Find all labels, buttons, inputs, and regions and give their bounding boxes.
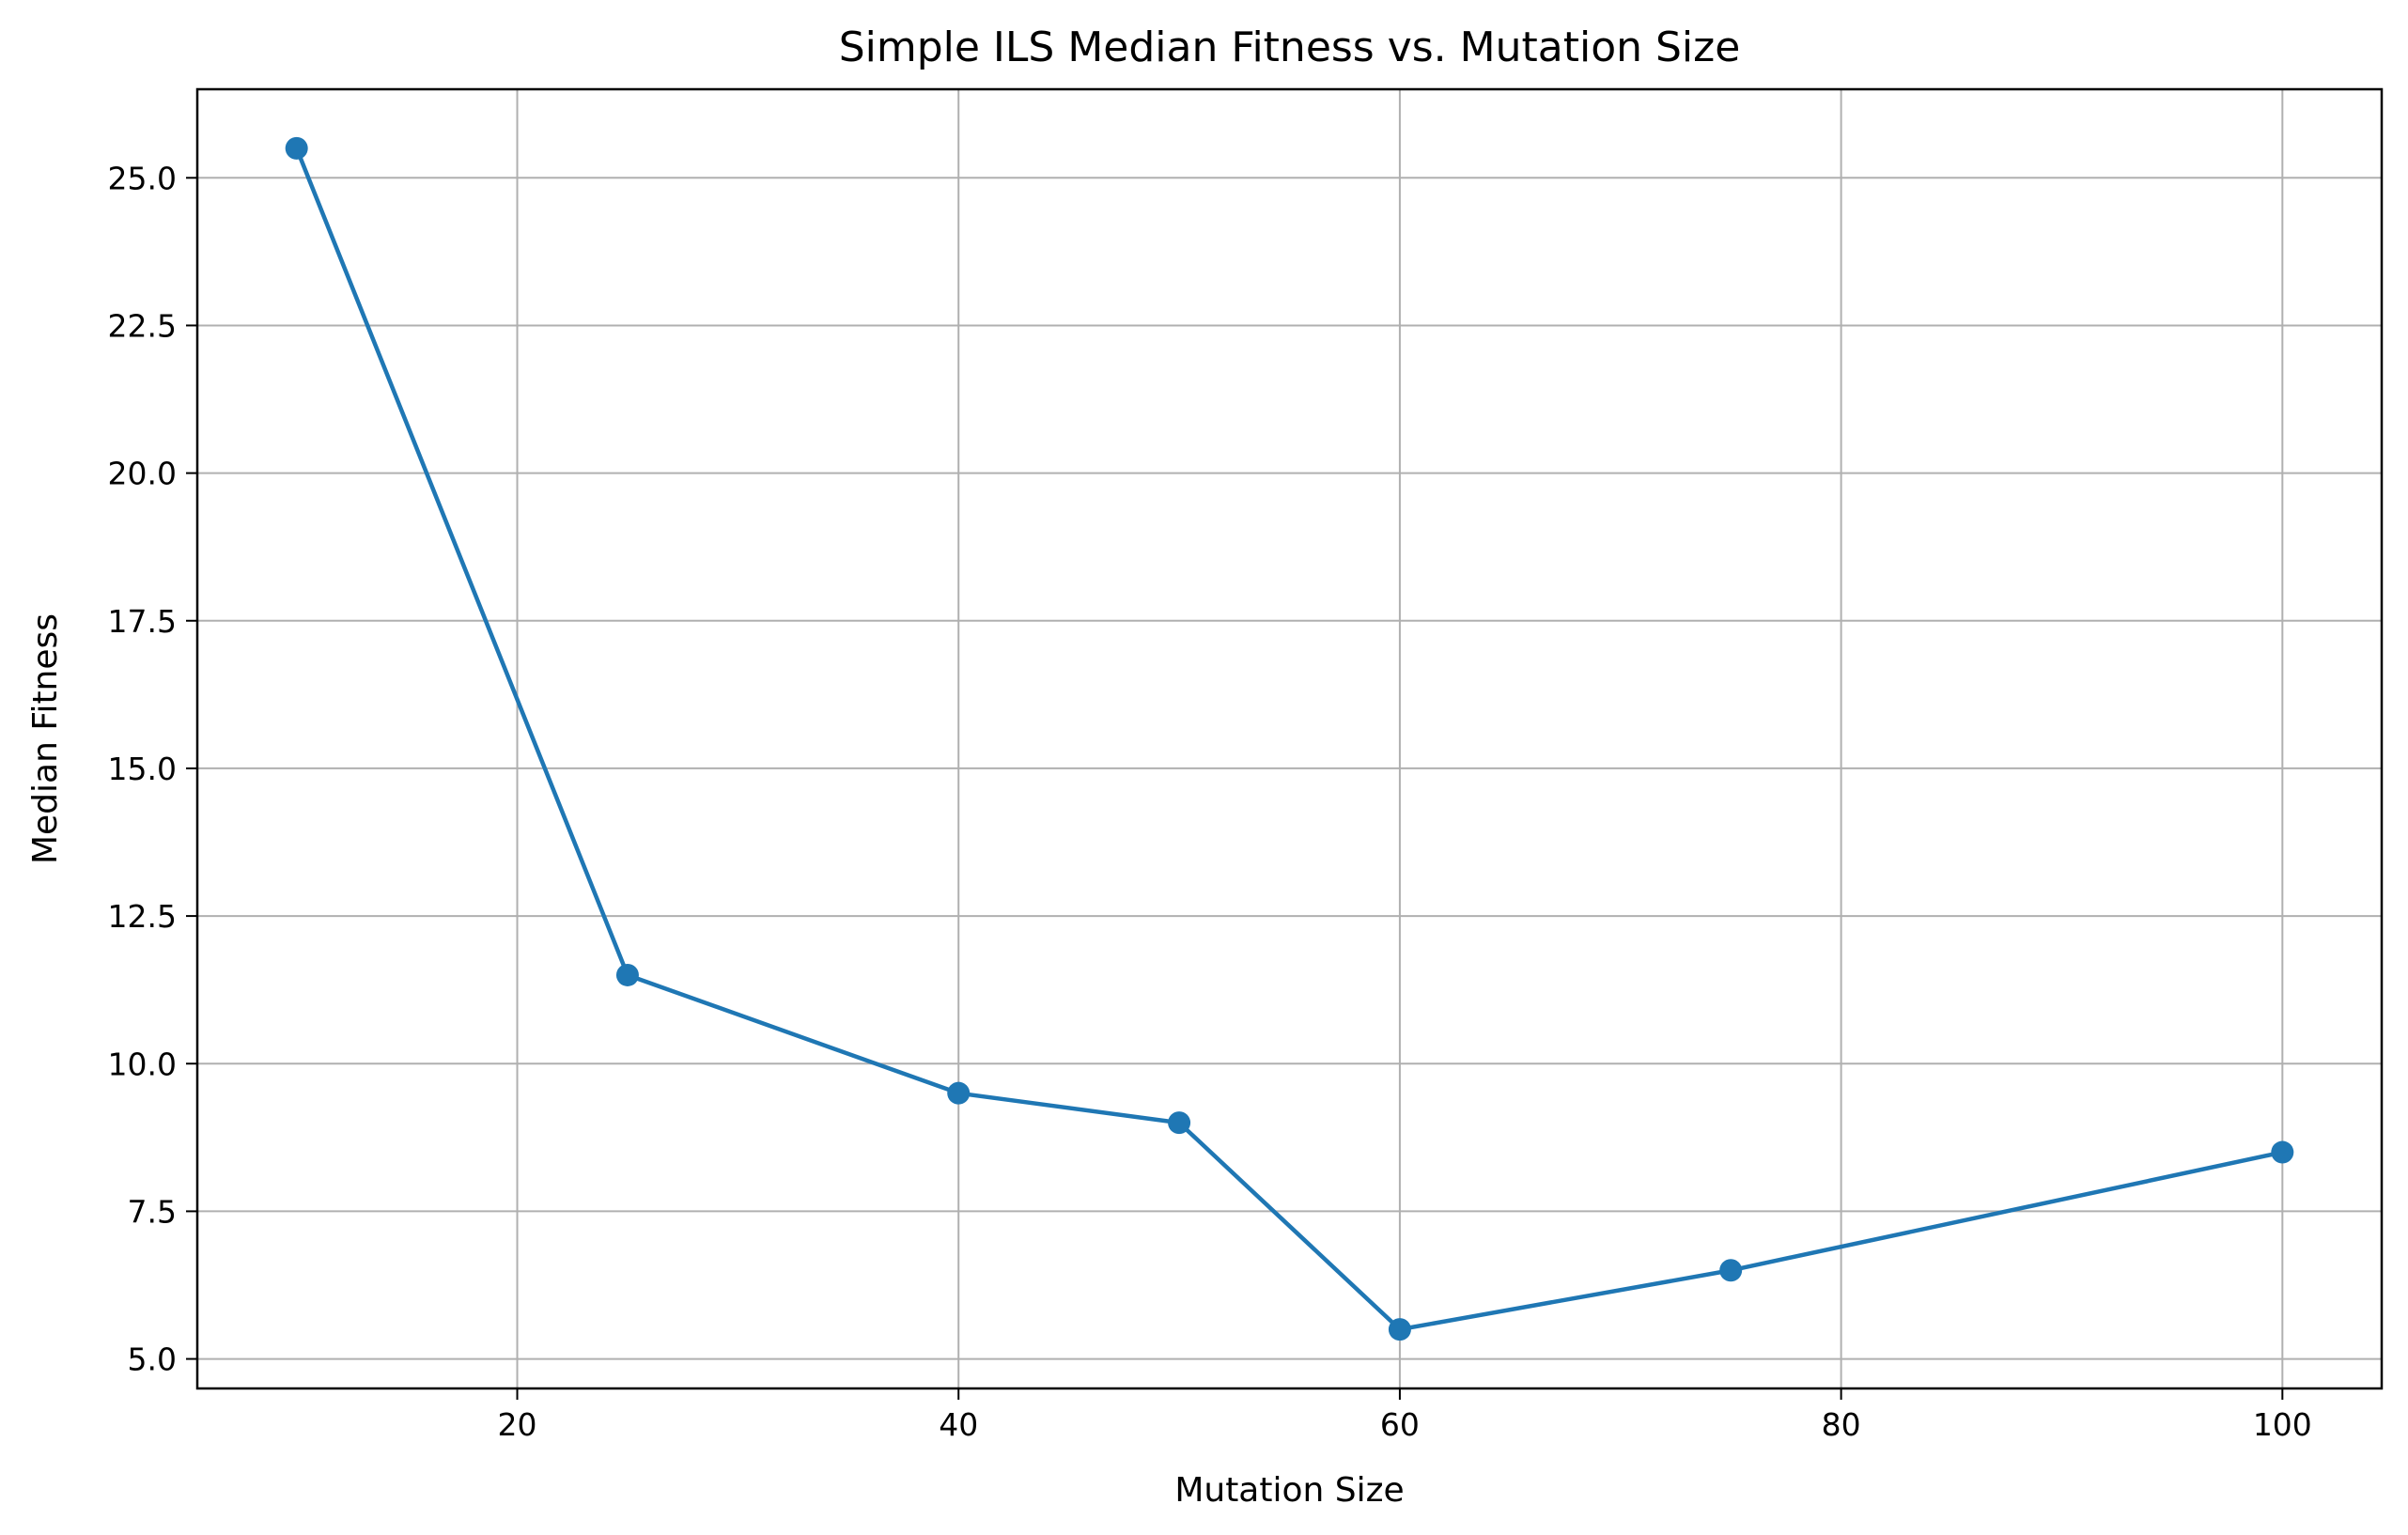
data-point [1388, 1318, 1411, 1341]
grid [197, 89, 2382, 1388]
y-tick-label: 15.0 [108, 751, 177, 787]
data-point [947, 1081, 971, 1105]
data-point [1719, 1259, 1743, 1282]
y-tick-label: 7.5 [128, 1193, 177, 1230]
chart-title: Simple ILS Median Fitness vs. Mutation S… [839, 23, 1741, 71]
y-tick-label: 25.0 [108, 160, 177, 196]
y-axis-label: Median Fitness [26, 613, 65, 864]
x-tick-label: 40 [939, 1406, 978, 1443]
data-point [2271, 1140, 2294, 1164]
y-tick-label: 17.5 [108, 603, 177, 640]
y-tick-label: 10.0 [108, 1046, 177, 1082]
y-tick-label: 5.0 [128, 1341, 177, 1378]
x-tick-label: 80 [1822, 1406, 1861, 1443]
x-axis-label: Mutation Size [1174, 1471, 1404, 1510]
y-tick-label: 20.0 [108, 456, 177, 492]
data-point [1168, 1111, 1191, 1135]
x-tick-label: 100 [2253, 1406, 2312, 1443]
data-point [285, 136, 308, 160]
y-tick-label: 12.5 [108, 898, 177, 935]
x-tick-label: 60 [1380, 1406, 1420, 1443]
data-point [615, 963, 639, 986]
y-tick-label: 22.5 [108, 307, 177, 344]
x-tick-label: 20 [498, 1406, 537, 1443]
series [285, 136, 2294, 1341]
ticks: 20 40 60 80 100 5.0 7.5 10.0 12.5 15.0 17.5 20.0 22.… [108, 160, 2312, 1443]
plot-frame [195, 87, 2384, 1390]
